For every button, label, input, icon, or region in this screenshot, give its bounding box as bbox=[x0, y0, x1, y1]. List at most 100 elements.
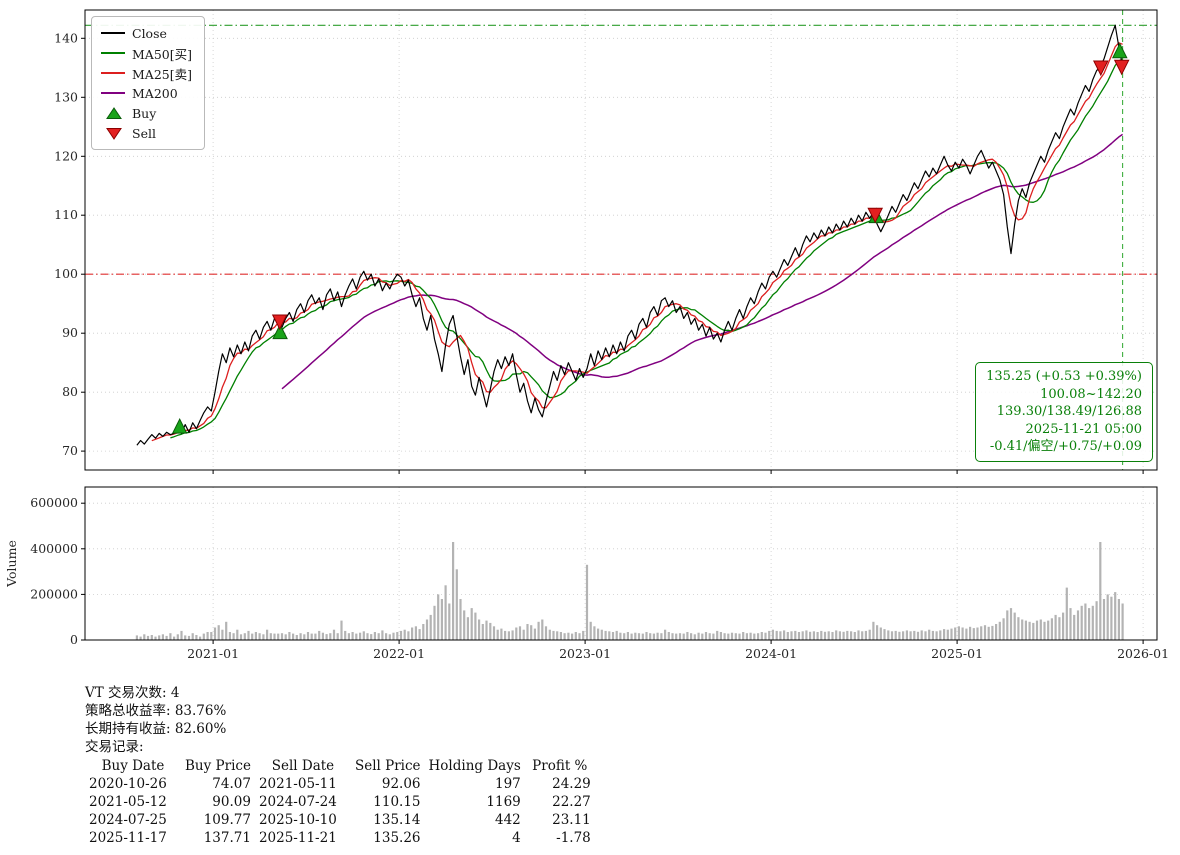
trade-cell: 197 bbox=[494, 776, 521, 792]
price-tick-label: 100 bbox=[54, 266, 78, 281]
trade-cell: 24.29 bbox=[552, 776, 591, 792]
trade-cell: 92.06 bbox=[381, 776, 421, 792]
legend-item: Buy bbox=[101, 103, 192, 123]
trades-header-cell: Buy Date bbox=[101, 758, 165, 774]
trade-cell: 74.07 bbox=[212, 776, 251, 792]
trade-cell: 135.14 bbox=[373, 812, 421, 828]
annotation-line: 139.30/138.49/126.88 bbox=[996, 404, 1142, 419]
legend-item: Sell bbox=[101, 123, 192, 143]
legend-line-swatch bbox=[101, 72, 125, 74]
legend-label: Buy bbox=[132, 105, 157, 121]
trades-header-cell: Profit % bbox=[532, 758, 588, 774]
trade-cell: 22.27 bbox=[552, 794, 591, 810]
volume-tick-label: 600000 bbox=[30, 495, 78, 510]
annotation-line: 135.25 (+0.53 +0.39%) bbox=[986, 369, 1142, 384]
sell-marker bbox=[1113, 59, 1130, 76]
volume-tick-label: 400000 bbox=[30, 541, 78, 556]
trade-row: 2020-10-26 74.07 2021-05-11 92.06 197 24.29 bbox=[85, 775, 595, 793]
x-tick-label: 2025-01 bbox=[931, 646, 983, 661]
sell-marker bbox=[271, 314, 288, 331]
trade-cell: 442 bbox=[494, 812, 521, 828]
legend-line-swatch bbox=[101, 32, 125, 34]
trade-cell: 2025-11-17 bbox=[89, 830, 167, 846]
trades-header-cell: Sell Date bbox=[271, 758, 335, 774]
sell-triangle-icon bbox=[106, 127, 122, 140]
trade-cell: 110.15 bbox=[373, 794, 421, 810]
legend-item: MA50[买] bbox=[101, 43, 192, 63]
trade-cell: 2025-11-21 bbox=[258, 830, 337, 846]
records-title: 交易记录: bbox=[85, 739, 144, 755]
x-tick-label: 2023-01 bbox=[559, 646, 611, 661]
trade-cell: 109.77 bbox=[203, 812, 251, 828]
legend-item: MA25[卖] bbox=[101, 63, 192, 83]
legend-item: MA200 bbox=[101, 83, 192, 103]
trades-header-cell: Holding Days bbox=[428, 758, 521, 774]
trade-cell: 2020-10-26 bbox=[89, 776, 167, 792]
trade-cell: 2021-05-12 bbox=[89, 794, 167, 810]
ma50-line bbox=[170, 58, 1123, 439]
grid-lines bbox=[85, 10, 1157, 641]
trade-cell: 23.11 bbox=[552, 812, 591, 828]
price-tick-label: 130 bbox=[54, 89, 78, 104]
price-tick-label: 70 bbox=[62, 443, 78, 458]
legend-label: MA50[买] bbox=[132, 46, 192, 62]
buy-marker bbox=[272, 323, 288, 340]
volume-bars bbox=[135, 542, 1124, 640]
backtest-stats: VT 交易次数: 4 策略总收益率: 83.76% 长期持有收益: 82.60%… bbox=[85, 684, 595, 847]
total-return-line: 策略总收益率: 83.76% bbox=[85, 703, 227, 719]
legend-line-swatch bbox=[101, 92, 125, 94]
trade-records-table: Buy Date Buy Price Sell Date Sell Price Hold… bbox=[85, 757, 595, 847]
price-tick-label: 110 bbox=[54, 207, 78, 222]
trade-row: 2021-05-12 90.09 2024-07-24 110.15 1169 22.27 bbox=[85, 793, 595, 811]
price-tick-label: 80 bbox=[62, 384, 78, 399]
x-tick-label: 2021-01 bbox=[187, 646, 239, 661]
trade-cell: -1.78 bbox=[556, 830, 591, 846]
volume-panel-border bbox=[84, 486, 1158, 641]
stock-chart-svg: 2021-01 2022-01 2023-01 2024-01 2025-01 2026-… bbox=[4, 9, 1169, 661]
annotation-line: -0.41/偏空/+0.75/+0.09 bbox=[989, 439, 1142, 454]
trade-cell: 90.09 bbox=[212, 794, 251, 810]
x-tick-label: 2026-01 bbox=[1117, 646, 1169, 661]
sell-marker bbox=[1092, 60, 1109, 77]
close-line bbox=[136, 24, 1124, 446]
trade-cell: 137.71 bbox=[203, 830, 251, 846]
volume-axis-label: Volume bbox=[4, 540, 19, 588]
sell-marker bbox=[867, 207, 884, 224]
hold-return-line: 长期持有收益: 82.60% bbox=[85, 721, 227, 737]
trade-count-line: VT 交易次数: 4 bbox=[85, 685, 180, 701]
trade-cell: 2024-07-25 bbox=[89, 812, 167, 828]
trades-header-cell: Sell Price bbox=[354, 758, 421, 774]
annotation-line: 100.08~142.20 bbox=[1040, 386, 1142, 402]
legend-label: MA200 bbox=[132, 85, 178, 101]
x-tick-label: 2022-01 bbox=[373, 646, 425, 661]
trade-cell: 2021-05-11 bbox=[258, 776, 337, 792]
legend-label: Close bbox=[132, 25, 167, 41]
buy-triangle-icon bbox=[106, 106, 122, 119]
price-tick-label: 140 bbox=[54, 30, 78, 45]
price-tick-label: 90 bbox=[62, 325, 78, 340]
legend-label: Sell bbox=[132, 125, 156, 141]
trade-row: 2025-11-17 137.71 2025-11-21 135.26 4 -1.78 bbox=[85, 829, 595, 847]
legend-label: MA25[卖] bbox=[132, 66, 192, 82]
legend-item: Close bbox=[101, 23, 192, 43]
volume-tick-label: 200000 bbox=[30, 586, 78, 601]
quote-annotation-box: 135.25 (+0.53 +0.39%) 100.08~142.20 139.30… bbox=[975, 362, 1153, 462]
chart-legend: Close MA50[买] MA25[卖] MA200 Buy Sell bbox=[91, 16, 205, 150]
trade-cell: 135.26 bbox=[373, 830, 421, 846]
buy-marker bbox=[1111, 42, 1128, 59]
trade-row: 2024-07-25 109.77 2025-10-10 135.14 442 23.11 bbox=[85, 811, 595, 829]
trade-cell: 1169 bbox=[486, 794, 521, 810]
price-panel-border bbox=[84, 9, 1158, 471]
volume-tick-label: 0 bbox=[70, 632, 78, 647]
annotation-line: 2025-11-21 05:00 bbox=[1025, 421, 1142, 437]
trades-header-row: Buy Date Buy Price Sell Date Sell Price Hold… bbox=[85, 757, 595, 775]
price-tick-label: 120 bbox=[54, 148, 78, 163]
legend-line-swatch bbox=[101, 52, 125, 54]
axis-ticks: 2021-01 2022-01 2023-01 2024-01 2025-01 2026-… bbox=[30, 30, 1169, 661]
trades-header-cell: Buy Price bbox=[185, 758, 251, 774]
trades-body: 2020-10-26 74.07 2021-05-11 92.06 197 24.29 20… bbox=[85, 775, 595, 847]
x-tick-label: 2024-01 bbox=[745, 646, 797, 661]
trade-cell: 2024-07-24 bbox=[258, 794, 337, 810]
trade-cell: 2025-10-10 bbox=[258, 812, 337, 828]
